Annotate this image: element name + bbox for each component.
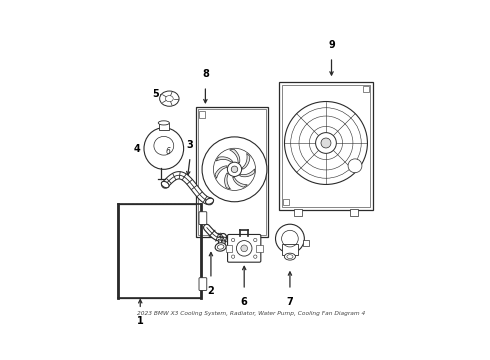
Text: 3: 3 [187,140,194,150]
Bar [364,86,369,92]
Bar [159,123,169,130]
Ellipse shape [284,253,295,260]
Text: 7: 7 [287,297,294,307]
Circle shape [275,224,304,253]
Ellipse shape [161,181,169,188]
Circle shape [231,255,235,258]
Polygon shape [215,166,227,179]
Bar [196,107,268,237]
Circle shape [254,255,257,258]
Bar [283,199,289,205]
Ellipse shape [215,243,226,251]
Circle shape [202,137,267,202]
Circle shape [254,238,257,242]
Bar [294,209,302,216]
Text: 2023 BMW X3 Cooling System, Radiator, Water Pump, Cooling Fan Diagram 4: 2023 BMW X3 Cooling System, Radiator, Wa… [137,311,365,316]
Circle shape [227,162,242,176]
Text: 2: 2 [208,286,214,296]
Polygon shape [243,153,250,169]
Circle shape [241,245,247,252]
Circle shape [316,132,336,153]
Circle shape [285,102,368,184]
Bar [303,240,309,246]
Text: 6: 6 [166,147,171,156]
Bar [199,111,204,118]
Polygon shape [224,173,230,189]
Bar [282,244,298,255]
FancyBboxPatch shape [199,212,207,225]
Circle shape [348,159,362,173]
Text: 9: 9 [328,40,335,50]
Polygon shape [233,177,247,187]
Polygon shape [216,157,233,162]
Ellipse shape [158,121,170,125]
FancyBboxPatch shape [199,278,207,291]
Bar [256,245,263,252]
Text: 5: 5 [152,90,159,99]
Circle shape [321,138,331,148]
Ellipse shape [160,91,179,106]
Text: 8: 8 [202,69,209,79]
Bar [279,82,373,210]
Polygon shape [240,169,255,177]
Ellipse shape [205,198,214,204]
Circle shape [231,238,235,242]
Ellipse shape [144,128,184,169]
Bar [225,245,232,252]
Text: 6: 6 [241,297,247,307]
Bar [198,109,266,235]
Bar [282,85,370,207]
Bar [118,204,201,298]
Text: 4: 4 [134,144,141,153]
FancyBboxPatch shape [227,234,261,262]
Polygon shape [230,149,240,163]
Text: 1: 1 [137,316,144,326]
Circle shape [231,166,238,172]
Bar [350,209,358,216]
